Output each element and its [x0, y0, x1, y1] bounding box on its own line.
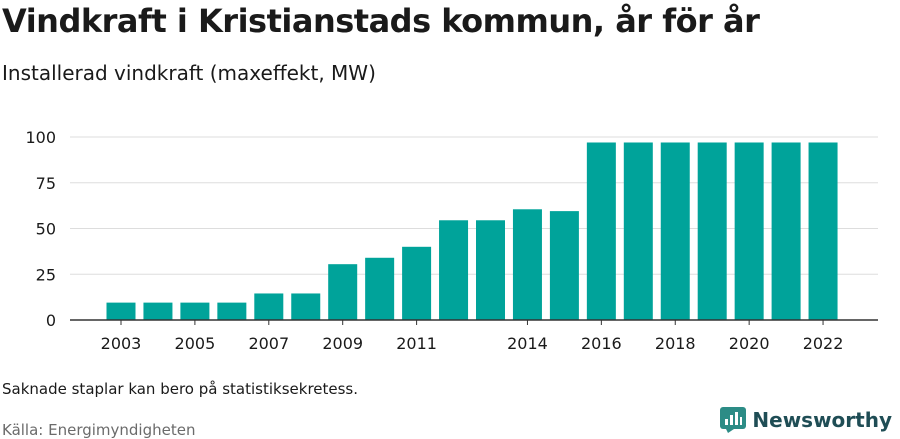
bar [254, 293, 284, 320]
x-tick-label: 2020 [729, 334, 770, 353]
chart-subtitle: Installerad vindkraft (maxeffekt, MW) [2, 61, 376, 85]
bar [660, 142, 690, 320]
newsworthy-logo-icon [720, 407, 747, 433]
x-tick-label: 2022 [803, 334, 844, 353]
bar [808, 142, 838, 320]
y-tick-label: 50 [36, 220, 56, 239]
x-tick-label: 2009 [322, 334, 363, 353]
bar [291, 293, 321, 320]
bar [697, 142, 727, 320]
bar [328, 264, 358, 320]
x-tick-label: 2014 [507, 334, 548, 353]
brand-logo: Newsworthy [720, 407, 892, 433]
x-tick-label: 2003 [101, 334, 142, 353]
bar [217, 302, 247, 320]
y-tick-label: 0 [46, 311, 56, 330]
bar [439, 220, 469, 320]
bar [365, 257, 395, 320]
bar [402, 246, 432, 320]
footnote: Saknade staplar kan bero på statistiksek… [2, 380, 359, 398]
x-tick-label: 2011 [396, 334, 437, 353]
bar [586, 142, 616, 320]
y-tick-label: 75 [36, 174, 56, 193]
bar [143, 302, 173, 320]
bar [180, 302, 210, 320]
bar [106, 302, 136, 320]
bar [549, 211, 579, 320]
bar [734, 142, 764, 320]
bar [771, 142, 801, 320]
x-tick-label: 2005 [175, 334, 216, 353]
bar [476, 220, 505, 320]
bar-chart: 0 25 50 75 100 2003 2005 2007 2009 2011 2014 2016 20… [25, 128, 878, 353]
y-tick-label: 25 [36, 265, 56, 284]
bar [512, 209, 542, 320]
x-tick-label: 2016 [581, 334, 622, 353]
y-tick-label: 100 [25, 128, 56, 147]
x-tick-label: 2018 [655, 334, 696, 353]
chart-title: Vindkraft i Kristianstads kommun, år för… [2, 2, 760, 40]
source-label: Källa: Energimyndigheten [2, 421, 196, 439]
bar [623, 142, 653, 320]
x-tick-label: 2007 [248, 334, 289, 353]
brand-name: Newsworthy [752, 408, 892, 432]
